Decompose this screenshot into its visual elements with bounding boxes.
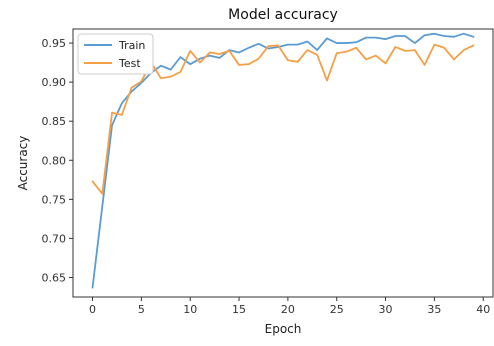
y-tick-label: 0.70 xyxy=(42,232,67,245)
series-line-test xyxy=(91,43,475,195)
x-tick-label: 10 xyxy=(183,303,197,316)
x-axis-label: Epoch xyxy=(265,322,302,336)
y-axis: 0.65 0.70 0.75 0.80 0.85 0.90 0.95 xyxy=(42,37,73,284)
legend-label-test: Test xyxy=(118,57,141,70)
y-tick-label: 0.75 xyxy=(42,193,67,206)
y-tick-label: 0.85 xyxy=(42,115,67,128)
chart-title: Model accuracy xyxy=(228,7,338,23)
legend-label-train: Train xyxy=(118,39,145,52)
x-tick-label: 30 xyxy=(379,303,393,316)
x-tick-label: 15 xyxy=(232,303,246,316)
x-tick-label: 0 xyxy=(89,303,96,316)
y-tick-label: 0.95 xyxy=(42,37,67,50)
y-tick-label: 0.65 xyxy=(42,271,67,284)
x-axis: 0 5 10 15 20 25 30 35 40 xyxy=(89,297,490,316)
x-tick-label: 25 xyxy=(330,303,344,316)
y-axis-label: Accuracy xyxy=(16,136,30,191)
y-tick-label: 0.90 xyxy=(42,76,67,89)
x-tick-label: 35 xyxy=(427,303,441,316)
x-tick-label: 5 xyxy=(138,303,145,316)
x-tick-label: 20 xyxy=(281,303,295,316)
x-tick-label: 40 xyxy=(476,303,490,316)
legend: Train Test xyxy=(77,33,154,75)
y-tick-label: 0.80 xyxy=(42,154,67,167)
series-layer xyxy=(91,32,475,289)
